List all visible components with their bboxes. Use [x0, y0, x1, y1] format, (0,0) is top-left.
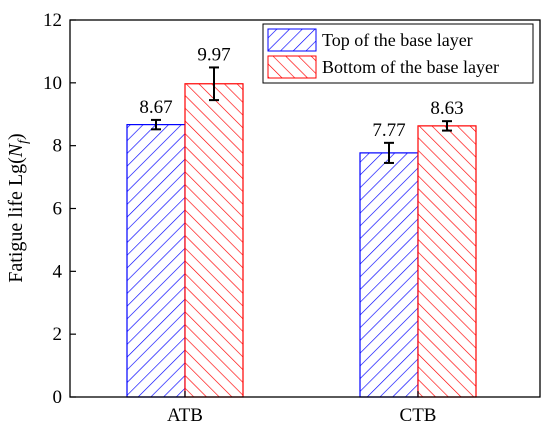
y-tick-label: 0: [53, 387, 63, 408]
legend: Top of the base layer Bottom of the base…: [262, 23, 534, 84]
y-tick-label: 6: [53, 199, 63, 220]
y-axis-label-prefix: Fatigue life Lg(: [5, 157, 27, 283]
y-tick-label: 12: [43, 10, 62, 31]
y-tick-label: 4: [53, 261, 63, 282]
data-label: 9.97: [197, 44, 230, 65]
data-label: 7.77: [372, 120, 405, 141]
data-labels: 8.67 9.97 7.77 8.63: [139, 44, 463, 140]
data-label: 8.67: [139, 97, 172, 118]
plot-frame: [69, 19, 541, 398]
y-axis-ticks: 0 2 4 6 8 10 12: [43, 10, 76, 408]
legend-label-bottom: Bottom of the base layer: [322, 57, 499, 77]
x-category-label: ATB: [167, 405, 203, 426]
y-tick-label: 2: [53, 324, 63, 345]
y-tick-label: 8: [53, 136, 63, 157]
x-category-label: CTB: [400, 405, 437, 426]
bar-atb-top: [126, 124, 186, 398]
y-axis-label-variable: N: [5, 142, 27, 158]
x-axis-categories: ATB CTB: [167, 391, 436, 426]
legend-swatch-bottom: [267, 55, 317, 79]
error-bars: [151, 66, 452, 164]
legend-swatch-top: [267, 28, 317, 52]
legend-label-top: Top of the base layer: [322, 30, 473, 50]
bar-ctb-top: [359, 152, 419, 398]
bars: [126, 83, 477, 398]
data-label: 8.63: [430, 98, 463, 119]
y-axis-label-subscript: f: [16, 138, 31, 144]
bar-ctb-bottom: [417, 125, 477, 398]
y-tick-label: 10: [43, 73, 62, 94]
bar-atb-bottom: [184, 83, 244, 398]
y-axis-label: Fatigue life Lg(Nf): [5, 133, 31, 282]
y-axis-label-suffix: ): [5, 133, 27, 140]
